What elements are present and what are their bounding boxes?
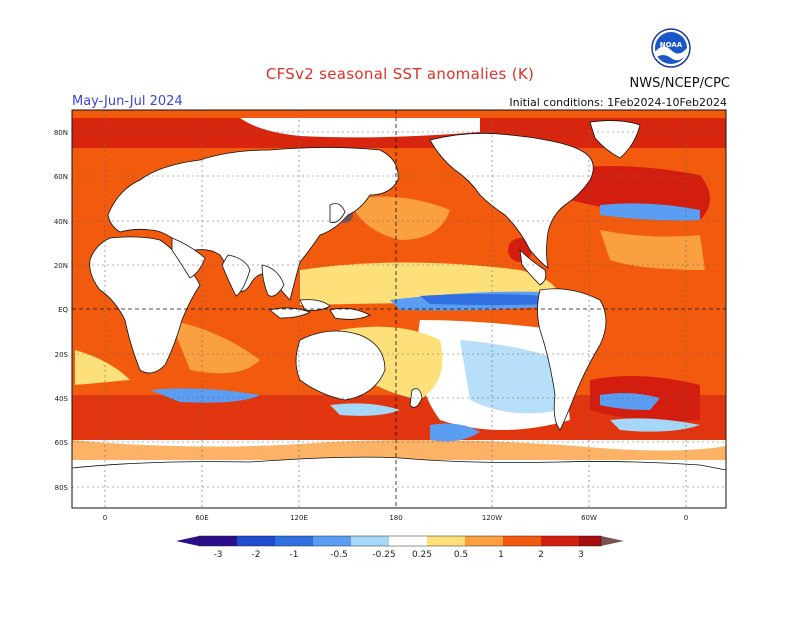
colorbar: -3 -2 -1 -0.5 -0.25 0.25 0.5 1 2 3 xyxy=(176,535,624,560)
lon-label: 120E xyxy=(290,514,308,522)
lat-label: 60N xyxy=(54,173,68,181)
organization-label: NWS/NCEP/CPC xyxy=(629,76,730,91)
colorbar-left-arrow xyxy=(176,536,199,546)
colorbar-label: 1 xyxy=(498,550,504,560)
colorbar-swatch xyxy=(351,536,389,546)
colorbar-swatch xyxy=(237,536,275,546)
logo-text: NOAA xyxy=(660,41,683,49)
forecast-period: May-Jun-Jul 2024 xyxy=(72,94,183,109)
colorbar-swatch xyxy=(275,536,313,546)
latitude-labels: 80N 60N 40N 20N EQ 20S 40S 60S 80S xyxy=(54,129,69,492)
colorbar-label: 3 xyxy=(578,550,584,560)
map-frame xyxy=(71,109,727,509)
colorbar-swatch xyxy=(199,536,237,546)
lat-label: 80S xyxy=(55,484,69,492)
noaa-logo-icon: NOAA xyxy=(651,28,691,68)
colorbar-label: 0.5 xyxy=(454,550,468,560)
colorbar-label: -3 xyxy=(214,550,223,560)
lat-label: 40N xyxy=(54,218,68,226)
colorbar-swatch xyxy=(541,536,579,546)
colorbar-swatch xyxy=(389,536,427,546)
colorbar-label: 2 xyxy=(538,550,544,560)
lon-label: 0 xyxy=(684,514,688,522)
colorbar-swatch xyxy=(427,536,465,546)
lat-label: 60S xyxy=(55,439,69,447)
lon-label: 60E xyxy=(195,514,208,522)
lon-label: 60W xyxy=(581,514,597,522)
colorbar-label: -0.25 xyxy=(372,550,395,560)
chart-title: CFSv2 seasonal SST anomalies (K) xyxy=(265,65,535,83)
lat-label: 20S xyxy=(55,351,69,359)
lat-label: 20N xyxy=(54,262,68,270)
colorbar-swatch xyxy=(503,536,541,546)
lat-label: 80N xyxy=(54,129,68,137)
lon-label: 120W xyxy=(482,514,502,522)
lon-label: 180 xyxy=(389,514,402,522)
colorbar-label: -1 xyxy=(290,550,299,560)
colorbar-swatch xyxy=(313,536,351,546)
colorbar-label: -0.5 xyxy=(330,550,348,560)
colorbar-label: -2 xyxy=(252,550,261,560)
map-gridlines xyxy=(72,110,726,508)
colorbar-swatch xyxy=(465,536,503,546)
colorbar-right-arrow xyxy=(601,536,624,546)
longitude-labels: 0 60E 120E 180 120W 60W 0 xyxy=(103,514,688,522)
land-masses xyxy=(72,120,726,508)
initial-conditions: Initial conditions: 1Feb2024-10Feb2024 xyxy=(509,96,727,109)
lon-label: 0 xyxy=(103,514,107,522)
lat-label: EQ xyxy=(58,306,68,314)
colorbar-label: 0.25 xyxy=(412,550,432,560)
colorbar-swatch xyxy=(579,536,601,546)
lat-label: 40S xyxy=(55,395,69,403)
equator-dateline-lines xyxy=(72,110,726,508)
